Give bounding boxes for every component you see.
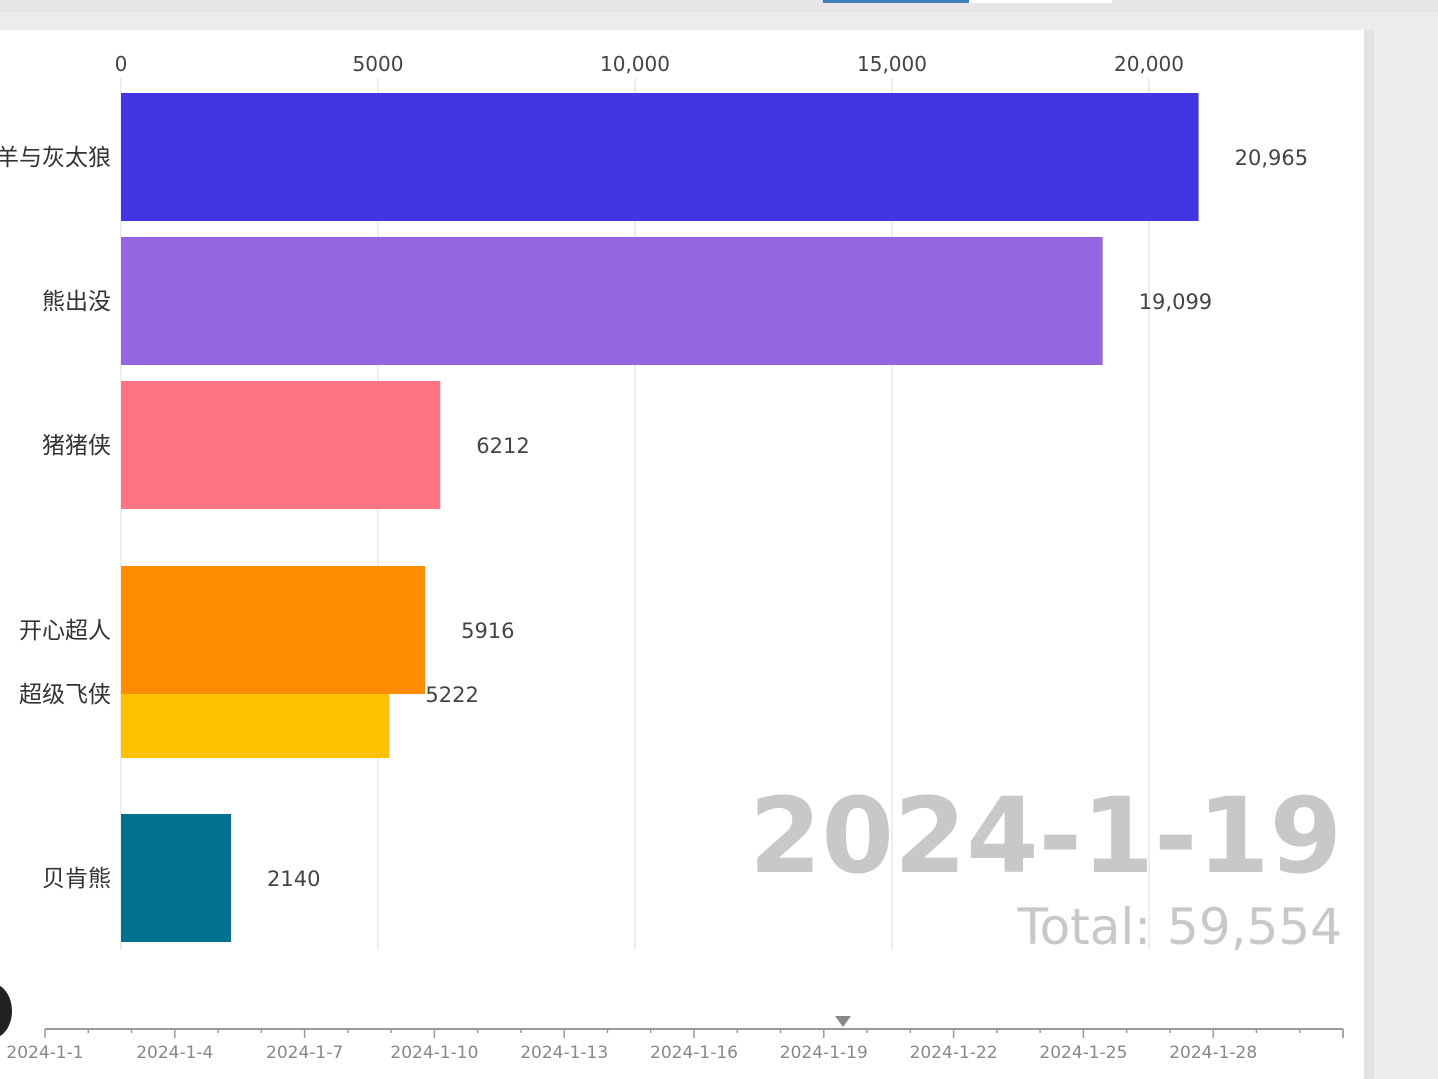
bar-3 [121,566,426,694]
bar-5 [121,814,231,942]
value-label-2: 6212 [476,434,529,458]
x-tick-label-1: 5000 [353,52,404,76]
timeline-label-6[interactable]: 2024-1-19 [780,1043,868,1063]
category-labels: 喜羊羊与灰太狼熊出没猪猪侠开心超人超级飞侠贝肯熊 [0,145,111,892]
value-label-3: 5916 [461,619,514,643]
category-label-2: 猪猪侠 [42,433,111,459]
timeline-label-1[interactable]: 2024-1-4 [136,1043,213,1063]
bar-1 [121,237,1103,365]
value-labels: 20,965 19,099 6212 5916 5222 2140 [267,146,1308,891]
current-date-label: 2024-1-19 [749,775,1342,897]
category-label-1: 熊出没 [42,289,111,315]
timeline-label-8[interactable]: 2024-1-25 [1039,1043,1127,1063]
play-button[interactable] [0,983,12,1039]
x-tick-label-4: 20,000 [1114,52,1184,76]
x-axis-ticks: 0 5000 10,000 15,000 20,000 [115,52,1184,76]
x-tick-label-0: 0 [115,52,128,76]
value-label-0: 20,965 [1235,146,1308,170]
top-tab-secondary[interactable] [969,0,1112,3]
timeline-label-0[interactable]: 2024-1-1 [6,1043,83,1063]
timeline-axis[interactable]: 2024-1-1 2024-1-4 2024-1-7 2024-1-10 2024-1-… [6,1028,1344,1063]
timeline-label-5[interactable]: 2024-1-16 [650,1043,738,1063]
timeline-label-9[interactable]: 2024-1-28 [1169,1043,1257,1063]
timeline-label-4[interactable]: 2024-1-13 [520,1043,608,1063]
x-tick-label-3: 15,000 [857,52,927,76]
value-label-1: 19,099 [1139,290,1212,314]
category-label-0: 喜羊羊与灰太狼 [0,145,111,171]
timeline-label-3[interactable]: 2024-1-10 [390,1043,478,1063]
category-label-3: 开心超人 [19,618,111,644]
value-label-4: 5222 [425,683,478,707]
timeline-label-7[interactable]: 2024-1-22 [910,1043,998,1063]
category-label-5: 贝肯熊 [42,866,111,892]
timeline-label-2[interactable]: 2024-1-7 [266,1043,343,1063]
top-tab-indicator[interactable] [823,0,969,3]
panel-scroll-edge [1364,30,1374,1079]
timeline-current-marker[interactable] [835,1016,851,1027]
value-label-5: 2140 [267,867,320,891]
category-label-4: 超级飞侠 [19,682,111,708]
x-tick-label-2: 10,000 [600,52,670,76]
total-label: Total: 59,554 [1017,898,1342,956]
top-toolbar [0,0,1438,12]
bars [121,93,1199,942]
bar-2 [121,381,441,509]
bar-0 [121,93,1199,221]
grid-lines [120,78,1150,950]
